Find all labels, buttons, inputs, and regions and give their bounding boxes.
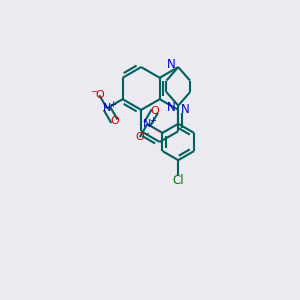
Text: O: O bbox=[110, 116, 119, 126]
Text: Cl: Cl bbox=[172, 174, 184, 187]
Text: +: + bbox=[149, 116, 156, 125]
Text: −: − bbox=[142, 129, 148, 138]
Text: N: N bbox=[103, 103, 111, 113]
Text: O: O bbox=[95, 90, 104, 100]
Text: N: N bbox=[167, 58, 176, 71]
Text: N: N bbox=[143, 119, 152, 129]
Text: O: O bbox=[150, 106, 159, 116]
Text: N: N bbox=[180, 103, 189, 116]
Text: +: + bbox=[109, 100, 116, 109]
Text: N: N bbox=[167, 101, 176, 115]
Text: O: O bbox=[135, 132, 144, 142]
Text: −: − bbox=[91, 87, 98, 96]
